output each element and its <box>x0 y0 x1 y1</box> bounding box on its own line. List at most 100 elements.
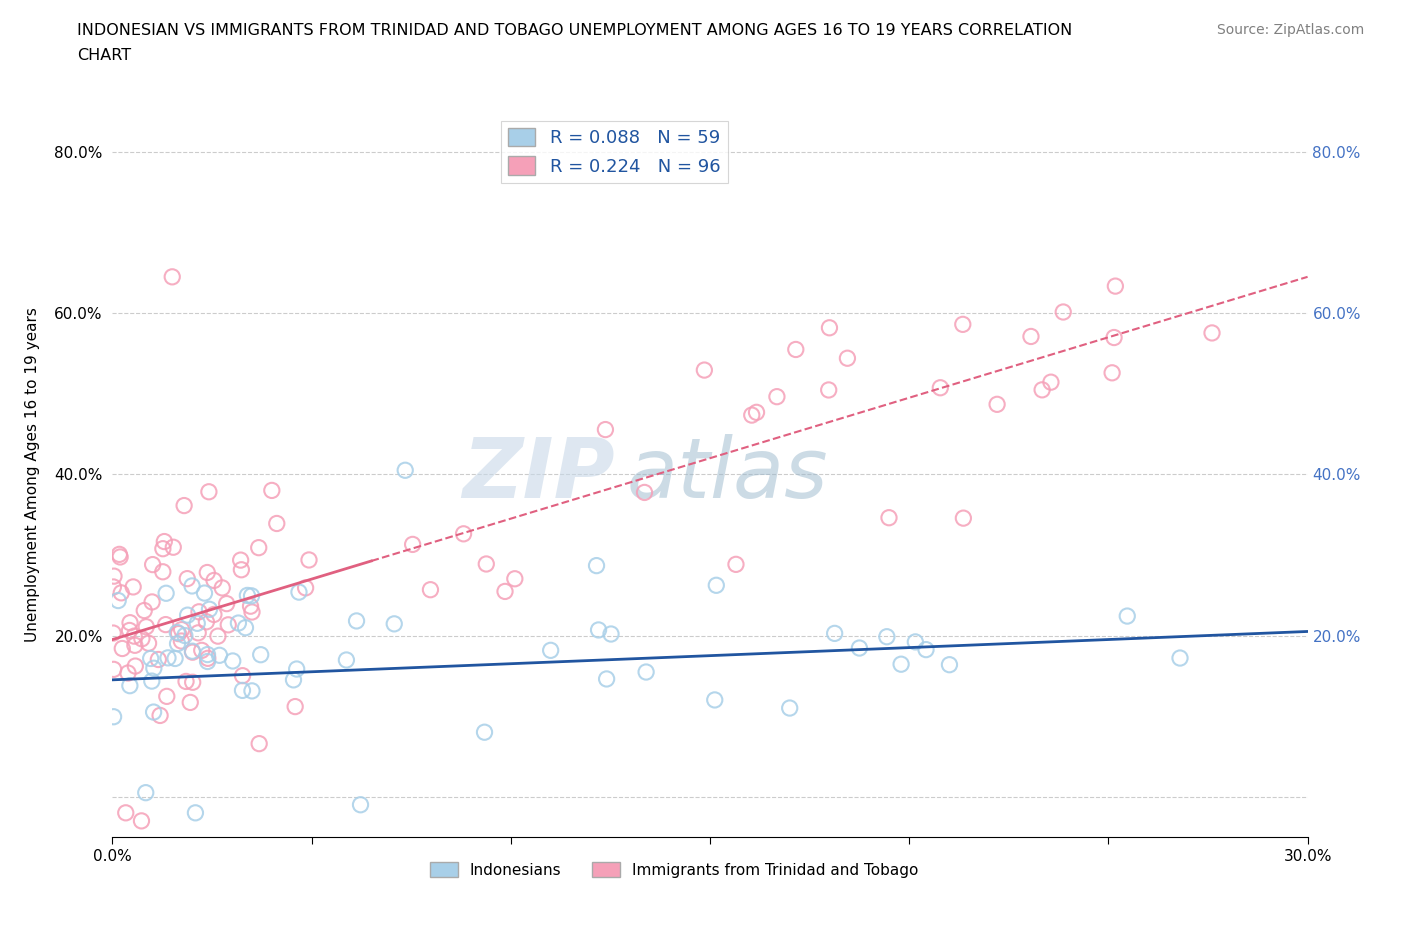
Point <box>208 648 231 663</box>
Point <box>904 634 927 649</box>
Point <box>103 626 125 641</box>
Point <box>141 594 163 609</box>
Point <box>181 578 204 593</box>
Point <box>938 658 960 672</box>
Point <box>453 526 475 541</box>
Point <box>195 565 218 580</box>
Point <box>187 625 209 640</box>
Point <box>134 603 156 618</box>
Point <box>138 636 160 651</box>
Point <box>149 708 172 723</box>
Y-axis label: Unemployment Among Ages 16 to 19 years: Unemployment Among Ages 16 to 19 years <box>25 307 41 642</box>
Point <box>207 629 229 644</box>
Point <box>703 693 725 708</box>
Text: ZIP: ZIP <box>461 433 614 515</box>
Point <box>785 342 807 357</box>
Point <box>103 569 125 584</box>
Point <box>929 380 952 395</box>
Point <box>173 628 195 643</box>
Point <box>122 579 145 594</box>
Point <box>139 651 162 666</box>
Point <box>142 557 165 572</box>
Point <box>249 647 271 662</box>
Point <box>1052 304 1074 319</box>
Point <box>155 618 177 632</box>
Point <box>294 580 316 595</box>
Point <box>124 638 146 653</box>
Point <box>188 604 211 619</box>
Point <box>494 584 516 599</box>
Point <box>585 558 607 573</box>
Point <box>474 724 496 739</box>
Point <box>349 797 371 812</box>
Point <box>283 672 305 687</box>
Text: INDONESIAN VS IMMIGRANTS FROM TRINIDAD AND TOBAGO UNEMPLOYMENT AMONG AGES 16 TO : INDONESIAN VS IMMIGRANTS FROM TRINIDAD A… <box>77 23 1073 38</box>
Point <box>167 626 190 641</box>
Point <box>110 585 132 600</box>
Point <box>202 607 225 622</box>
Point <box>231 563 253 578</box>
Point <box>141 673 163 688</box>
Point <box>148 652 170 667</box>
Point <box>118 616 141 631</box>
Point <box>724 557 747 572</box>
Point <box>595 422 617 437</box>
Point <box>600 627 623 642</box>
Point <box>633 485 655 500</box>
Point <box>346 614 368 629</box>
Point <box>191 643 214 658</box>
Point <box>394 463 416 478</box>
Point <box>240 604 263 619</box>
Point <box>166 625 188 640</box>
Point <box>1039 375 1062 390</box>
Point <box>1019 329 1042 344</box>
Point <box>142 705 165 720</box>
Point <box>1104 279 1126 294</box>
Point <box>162 539 184 554</box>
Point <box>135 619 157 634</box>
Point <box>952 317 974 332</box>
Point <box>848 641 870 656</box>
Point <box>197 651 219 666</box>
Point <box>247 540 270 555</box>
Point <box>288 585 311 600</box>
Point <box>181 644 204 658</box>
Point <box>876 630 898 644</box>
Point <box>766 390 789 405</box>
Point <box>595 671 617 686</box>
Point <box>107 593 129 608</box>
Point <box>817 382 839 397</box>
Point <box>540 643 562 658</box>
Text: Source: ZipAtlas.com: Source: ZipAtlas.com <box>1216 23 1364 37</box>
Point <box>166 636 188 651</box>
Point <box>260 483 283 498</box>
Point <box>235 620 257 635</box>
Point <box>179 695 201 710</box>
Point <box>952 511 974 525</box>
Point <box>103 710 125 724</box>
Point <box>198 485 221 499</box>
Legend: Indonesians, Immigrants from Trinidad and Tobago: Indonesians, Immigrants from Trinidad an… <box>425 856 924 884</box>
Point <box>108 550 131 565</box>
Point <box>118 623 141 638</box>
Point <box>155 586 177 601</box>
Point <box>986 397 1008 412</box>
Point <box>131 631 153 646</box>
Point <box>636 665 658 680</box>
Point <box>818 320 841 335</box>
Point <box>181 675 204 690</box>
Point <box>211 580 233 595</box>
Point <box>877 511 900 525</box>
Point <box>915 643 938 658</box>
Point <box>1101 365 1123 380</box>
Point <box>117 666 139 681</box>
Point <box>588 622 610 637</box>
Point <box>1031 382 1053 397</box>
Point <box>195 615 218 630</box>
Point <box>197 647 219 662</box>
Point <box>693 363 716 378</box>
Point <box>298 552 321 567</box>
Point <box>202 573 225 588</box>
Text: CHART: CHART <box>77 48 131 63</box>
Point <box>122 629 145 644</box>
